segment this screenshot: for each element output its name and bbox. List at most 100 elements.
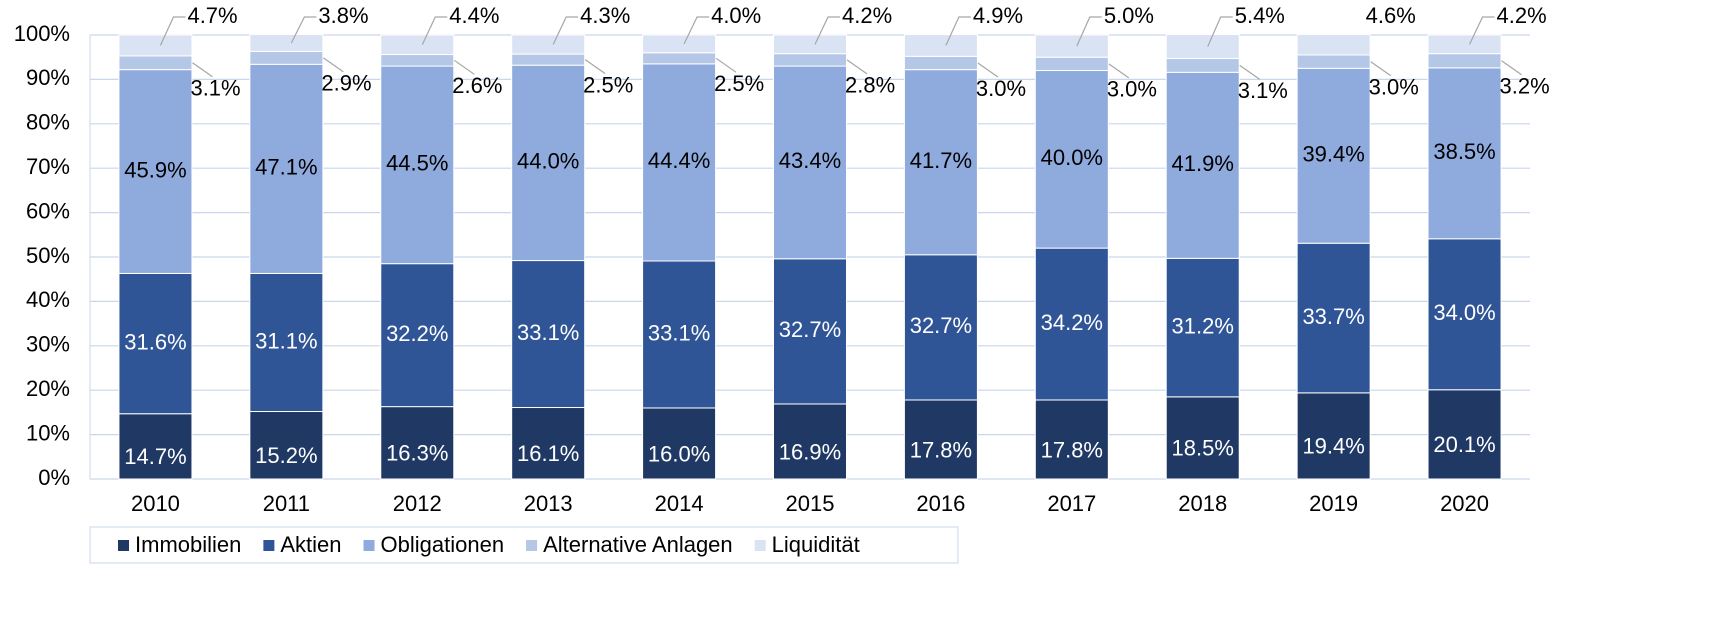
leader-line — [1207, 16, 1233, 47]
leader-line — [977, 62, 999, 78]
bar-segment — [118, 272, 193, 415]
leader-line — [159, 16, 186, 46]
y-tick-label: 90% — [26, 65, 70, 90]
data-label: 3.1% — [190, 76, 240, 101]
data-label: 32.2% — [386, 321, 448, 346]
bar-segment — [249, 63, 324, 274]
bar-segment — [1427, 34, 1502, 55]
data-label: 17.8% — [910, 437, 972, 462]
bar-segment — [1034, 70, 1109, 249]
bar-segment — [511, 407, 586, 480]
bar-segment — [1296, 54, 1371, 69]
data-label: 38.5% — [1433, 139, 1495, 164]
bar-segment — [1427, 67, 1502, 240]
data-label: 33.1% — [517, 320, 579, 345]
legend-label: Alternative Anlagen — [543, 532, 733, 557]
data-label: 16.3% — [386, 441, 448, 466]
bar-segment — [642, 260, 717, 409]
bar-segment — [1296, 392, 1371, 480]
bar-segment — [1034, 247, 1109, 401]
bar-segment — [773, 65, 847, 260]
bar-segment — [773, 403, 847, 480]
leader-line — [1239, 64, 1261, 80]
bar-segment — [511, 53, 586, 66]
bar-segment — [118, 413, 193, 480]
x-tick-label: 2010 — [131, 491, 180, 516]
x-tick-label: 2017 — [1047, 491, 1096, 516]
bar-segment — [380, 263, 455, 408]
bar-segment — [642, 52, 717, 65]
bar-segment — [511, 64, 586, 262]
legend-swatch — [754, 540, 766, 551]
data-label: 32.7% — [910, 313, 972, 338]
y-tick-label: 20% — [26, 376, 70, 401]
bar-segment — [249, 34, 324, 52]
data-label: 4.4% — [449, 3, 499, 28]
bar-segment — [249, 411, 324, 480]
bar-segment — [903, 69, 978, 256]
leader-line — [584, 59, 606, 75]
data-label: 2.9% — [321, 71, 371, 96]
data-label: 4.0% — [711, 3, 761, 28]
data-label: 4.6% — [1366, 3, 1416, 28]
bar-segment — [642, 63, 717, 262]
data-label: 19.4% — [1302, 434, 1364, 459]
bar-segment — [642, 34, 717, 54]
data-label: 3.0% — [1369, 74, 1419, 99]
bar-segment — [903, 254, 978, 401]
bar-segment — [1165, 58, 1240, 73]
y-tick-label: 60% — [26, 198, 70, 223]
y-tick-label: 50% — [26, 243, 70, 268]
data-label: 14.7% — [124, 444, 186, 469]
leader-line — [192, 62, 213, 78]
data-label: 31.6% — [124, 329, 186, 354]
x-tick-label: 2019 — [1309, 491, 1358, 516]
bar-segment — [1296, 67, 1371, 244]
bar-segment — [1034, 399, 1109, 480]
bar-segment — [903, 399, 978, 480]
data-label: 44.4% — [648, 148, 710, 173]
data-label: 17.8% — [1041, 437, 1103, 462]
data-label: 16.9% — [779, 439, 841, 464]
bar-segment — [118, 69, 193, 274]
bar-segment — [773, 53, 847, 67]
legend-label: Obligationen — [381, 532, 505, 557]
y-tick-label: 70% — [26, 154, 70, 179]
x-tick-label: 2011 — [263, 491, 310, 516]
data-label: 33.7% — [1302, 304, 1364, 329]
bar-segment — [118, 55, 193, 71]
data-label: 39.4% — [1302, 142, 1364, 167]
bar-segment — [1165, 396, 1240, 480]
data-label: 44.5% — [386, 151, 448, 176]
data-label: 4.9% — [973, 3, 1023, 28]
bar-segment — [1034, 34, 1109, 58]
legend-swatch — [118, 540, 129, 551]
data-label: 16.1% — [517, 441, 579, 466]
y-tick-label: 40% — [26, 287, 70, 312]
x-tick-label: 2016 — [916, 491, 965, 516]
leader-line — [683, 16, 710, 45]
data-label: 15.2% — [255, 443, 317, 468]
data-label: 3.8% — [318, 3, 368, 28]
data-label: 4.2% — [1497, 3, 1547, 28]
bar-segment — [903, 34, 978, 57]
data-label: 16.0% — [648, 441, 710, 466]
bar-segment — [1165, 71, 1240, 259]
bar-segment — [773, 258, 847, 405]
data-label: 43.4% — [779, 148, 841, 173]
leader-line — [1076, 16, 1102, 47]
data-label: 2.5% — [583, 72, 633, 97]
data-label: 31.1% — [255, 328, 317, 353]
bar-segment — [118, 34, 193, 57]
y-tick-label: 10% — [26, 420, 70, 445]
bar-segment — [380, 406, 455, 480]
legend-label: Aktien — [280, 532, 341, 557]
bar-segment — [1165, 34, 1240, 60]
legend-label: Immobilien — [135, 532, 241, 557]
bar-segment — [511, 34, 586, 55]
data-label: 41.7% — [910, 148, 972, 173]
y-tick-label: 80% — [26, 110, 70, 135]
data-label: 47.1% — [255, 155, 317, 180]
legend-box — [89, 526, 959, 564]
